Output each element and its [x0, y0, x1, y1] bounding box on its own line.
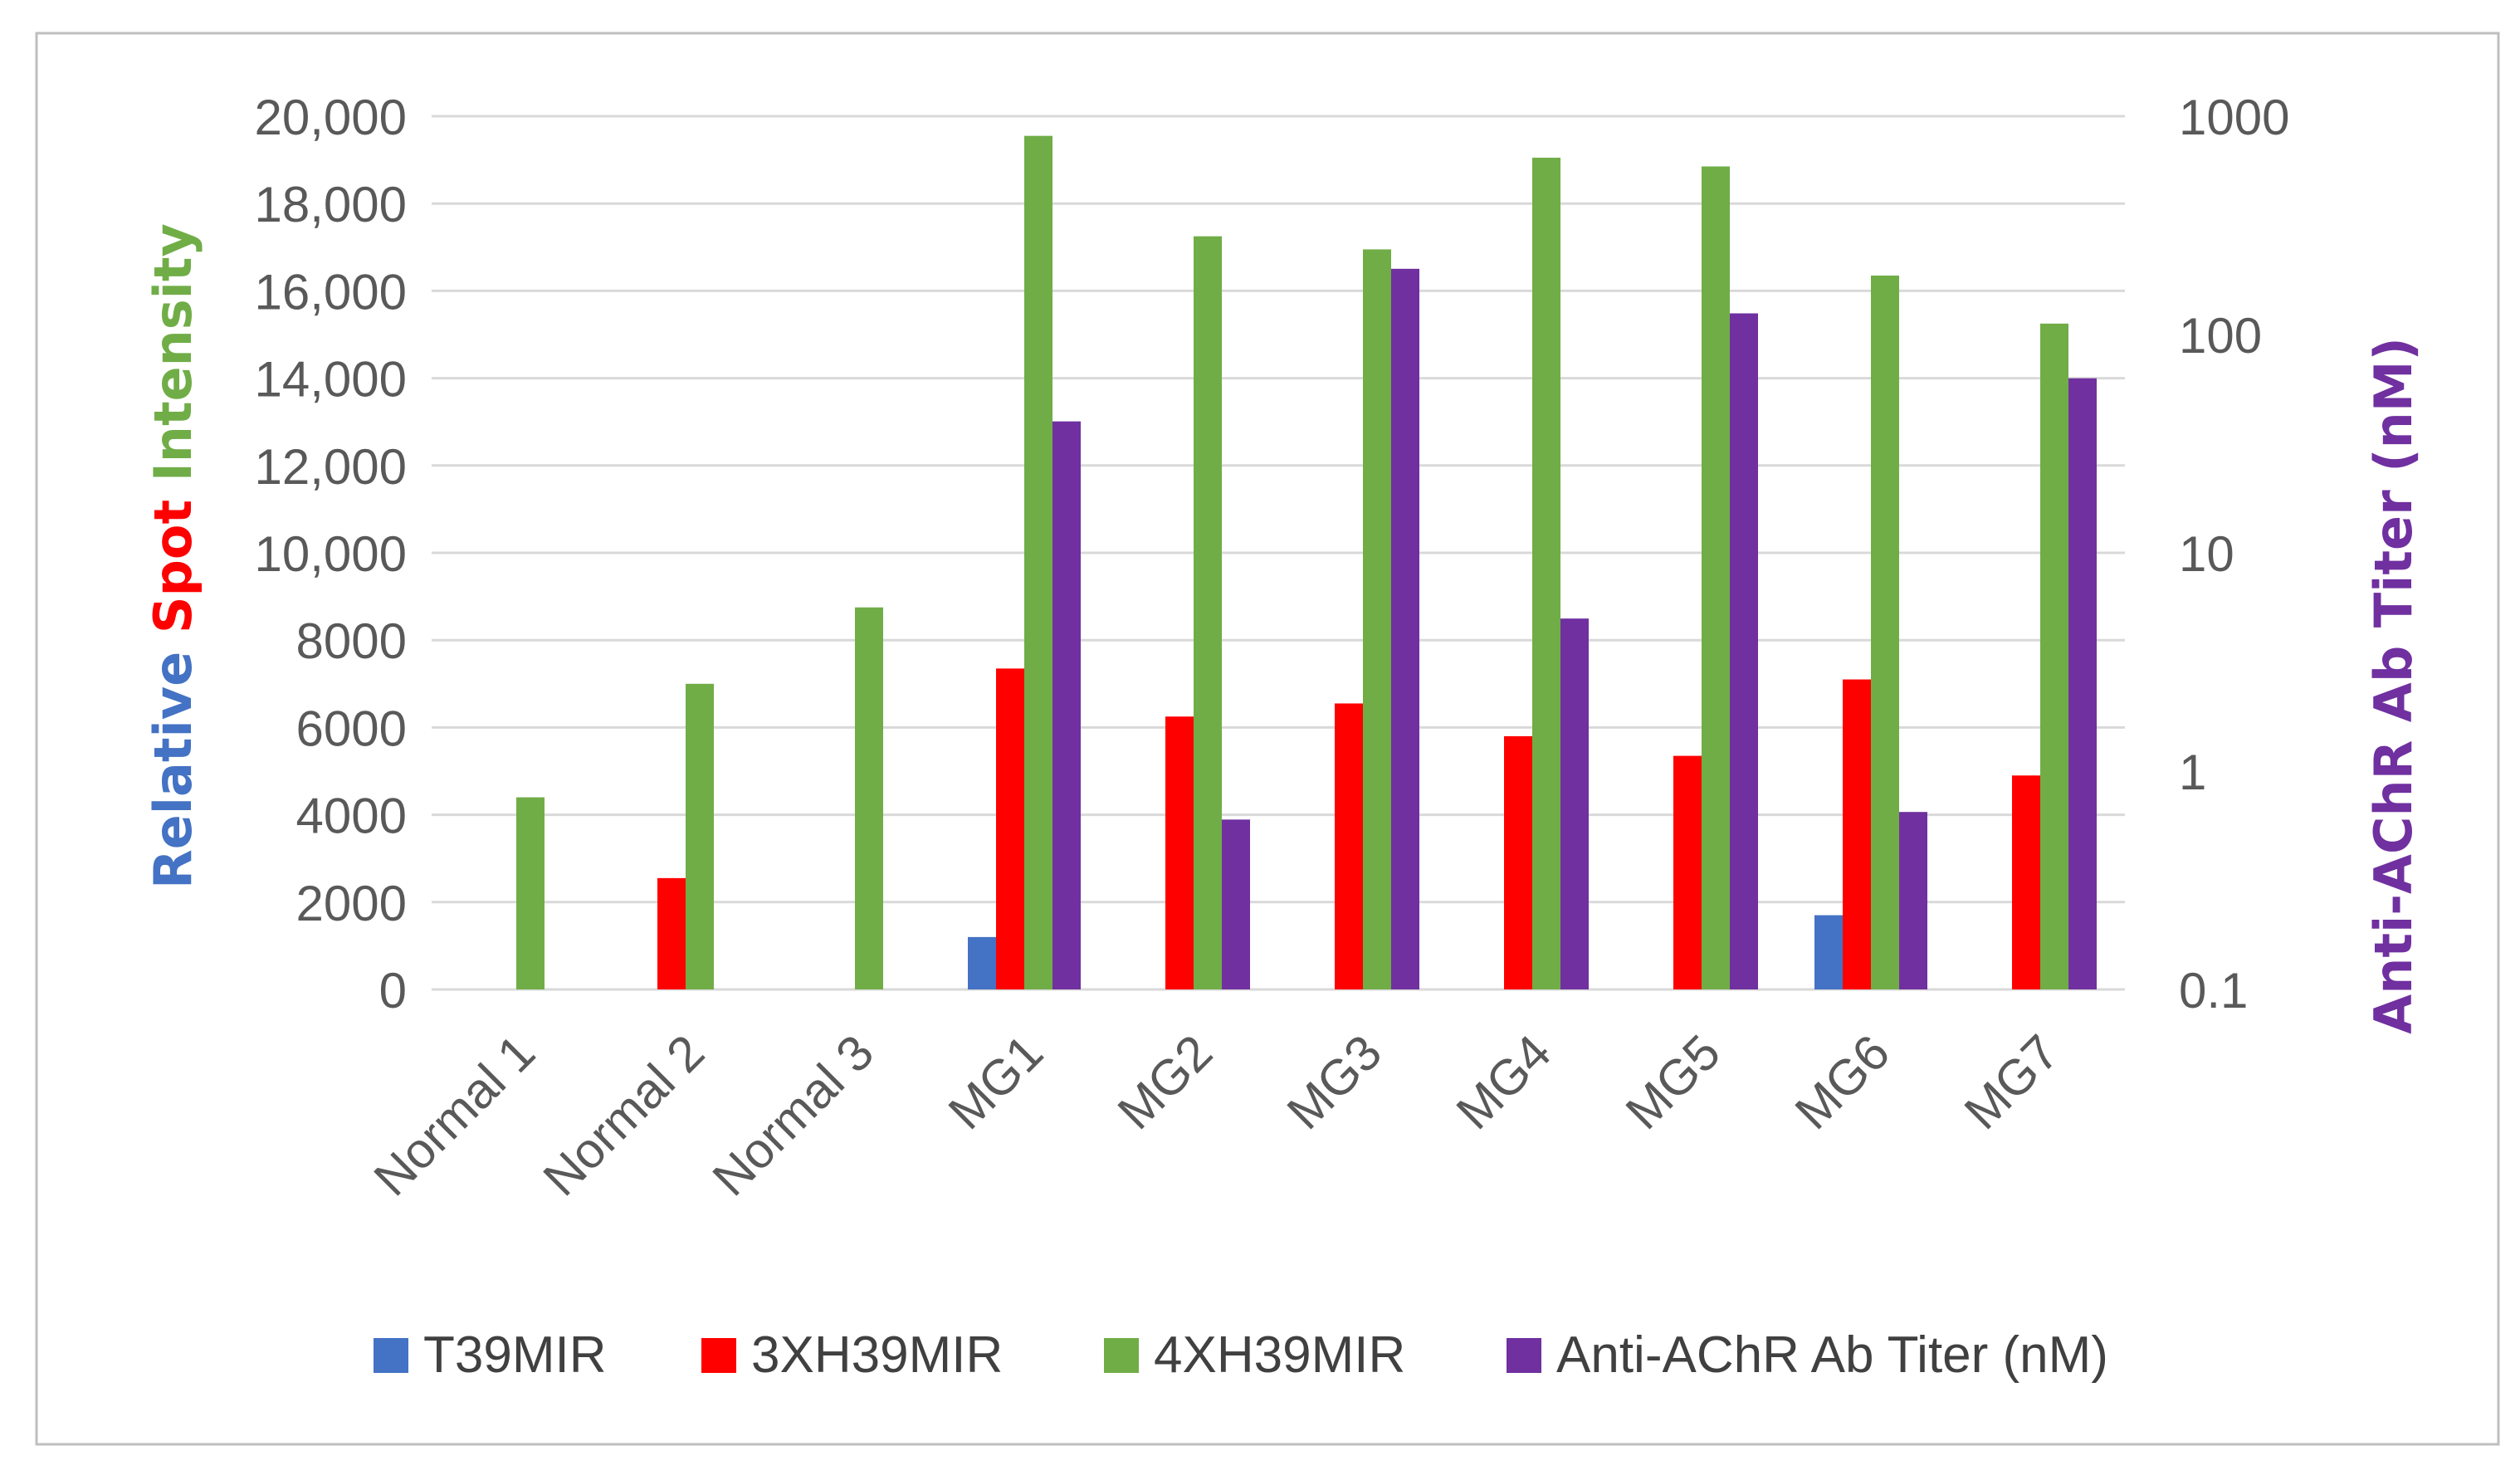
legend-swatch	[374, 1338, 408, 1373]
right-axis-title: Anti-AChR Ab Titer (nM)	[2363, 337, 2424, 1034]
bar-4xh39mir-normal-2	[686, 683, 714, 989]
bar-anti-achr-ab-titer-nm-mg1	[1052, 421, 1081, 990]
bar-4xh39mir-mg7	[2040, 323, 2068, 990]
bar-anti-achr-ab-titer-nm-mg5	[1730, 313, 1758, 989]
left-tick-label: 4000	[296, 789, 407, 844]
bar-anti-achr-ab-titer-nm-mg6	[1899, 812, 1927, 989]
left-tick-label: 12,000	[254, 439, 407, 495]
bar-anti-achr-ab-titer-nm-mg7	[2068, 378, 2097, 989]
bar-3xh39mir-mg3	[1335, 703, 1363, 989]
left-tick-label: 18,000	[254, 177, 407, 232]
left-tick-label: 0	[379, 963, 407, 1018]
bar-4xh39mir-normal-1	[516, 797, 545, 989]
bar-4xh39mir-mg1	[1024, 135, 1052, 989]
left-tick-label: 16,000	[254, 264, 407, 320]
left-tick-label: 10,000	[254, 526, 407, 582]
bar-4xh39mir-mg3	[1363, 249, 1391, 989]
right-tick-label: 10	[2179, 526, 2234, 582]
bar-3xh39mir-mg4	[1504, 735, 1532, 989]
legend: T39MIR 3XH39MIR 4XH39MIR Anti-AChR Ab Titer…	[374, 1326, 2108, 1384]
bar-3xh39mir-mg5	[1673, 755, 1702, 989]
legend-label: T39MIR	[423, 1326, 606, 1384]
bar-4xh39mir-mg5	[1702, 166, 1730, 990]
left-tick-label: 14,000	[254, 352, 407, 408]
legend-swatch	[1104, 1338, 1139, 1373]
bars	[516, 135, 2097, 990]
legend-swatch	[701, 1338, 736, 1373]
legend-label: 4XH39MIR	[1154, 1326, 1405, 1384]
bar-3xh39mir-normal-2	[657, 877, 686, 989]
bar-4xh39mir-normal-3	[855, 607, 883, 989]
left-axis-ticks: 0 2000 4000 6000 8000 10,000 12,000 14,000 16,00…	[254, 90, 407, 1018]
left-tick-label: 6000	[296, 701, 407, 756]
left-axis-title-part: Spot	[143, 500, 203, 633]
left-axis-title-part: Intensity	[143, 223, 203, 481]
right-tick-label: 1000	[2179, 90, 2289, 145]
bar-3xh39mir-mg6	[1843, 679, 1871, 989]
right-tick-label: 1	[2179, 745, 2206, 800]
bar-4xh39mir-mg4	[1532, 157, 1560, 990]
bar-anti-achr-ab-titer-nm-mg4	[1560, 618, 1589, 989]
right-tick-label: 100	[2179, 308, 2262, 364]
legend-label: 3XH39MIR	[751, 1326, 1003, 1384]
legend-label: Anti-AChR Ab Titer (nM)	[1556, 1326, 2108, 1384]
bar-3xh39mir-mg7	[2012, 775, 2040, 989]
left-tick-label: 8000	[296, 613, 407, 669]
left-tick-label: 20,000	[254, 90, 407, 145]
legend-swatch	[1507, 1338, 1541, 1373]
bar-4xh39mir-mg6	[1871, 275, 1899, 989]
bar-t39mir-mg6	[1814, 915, 1843, 989]
right-tick-label: 0.1	[2179, 963, 2248, 1018]
bar-3xh39mir-mg1	[996, 668, 1024, 989]
bar-anti-achr-ab-titer-nm-mg2	[1222, 819, 1250, 989]
left-axis-title-part: Relative	[143, 652, 203, 889]
right-axis-ticks: 0.1 1 10 100 1000	[2179, 90, 2289, 1018]
bar-4xh39mir-mg2	[1194, 236, 1222, 989]
left-axis-title: Relative Spot Intensity	[143, 223, 203, 889]
bar-3xh39mir-mg2	[1165, 716, 1194, 989]
left-tick-label: 2000	[296, 876, 407, 931]
bar-t39mir-mg1	[968, 936, 996, 989]
bar-anti-achr-ab-titer-nm-mg3	[1391, 268, 1419, 989]
